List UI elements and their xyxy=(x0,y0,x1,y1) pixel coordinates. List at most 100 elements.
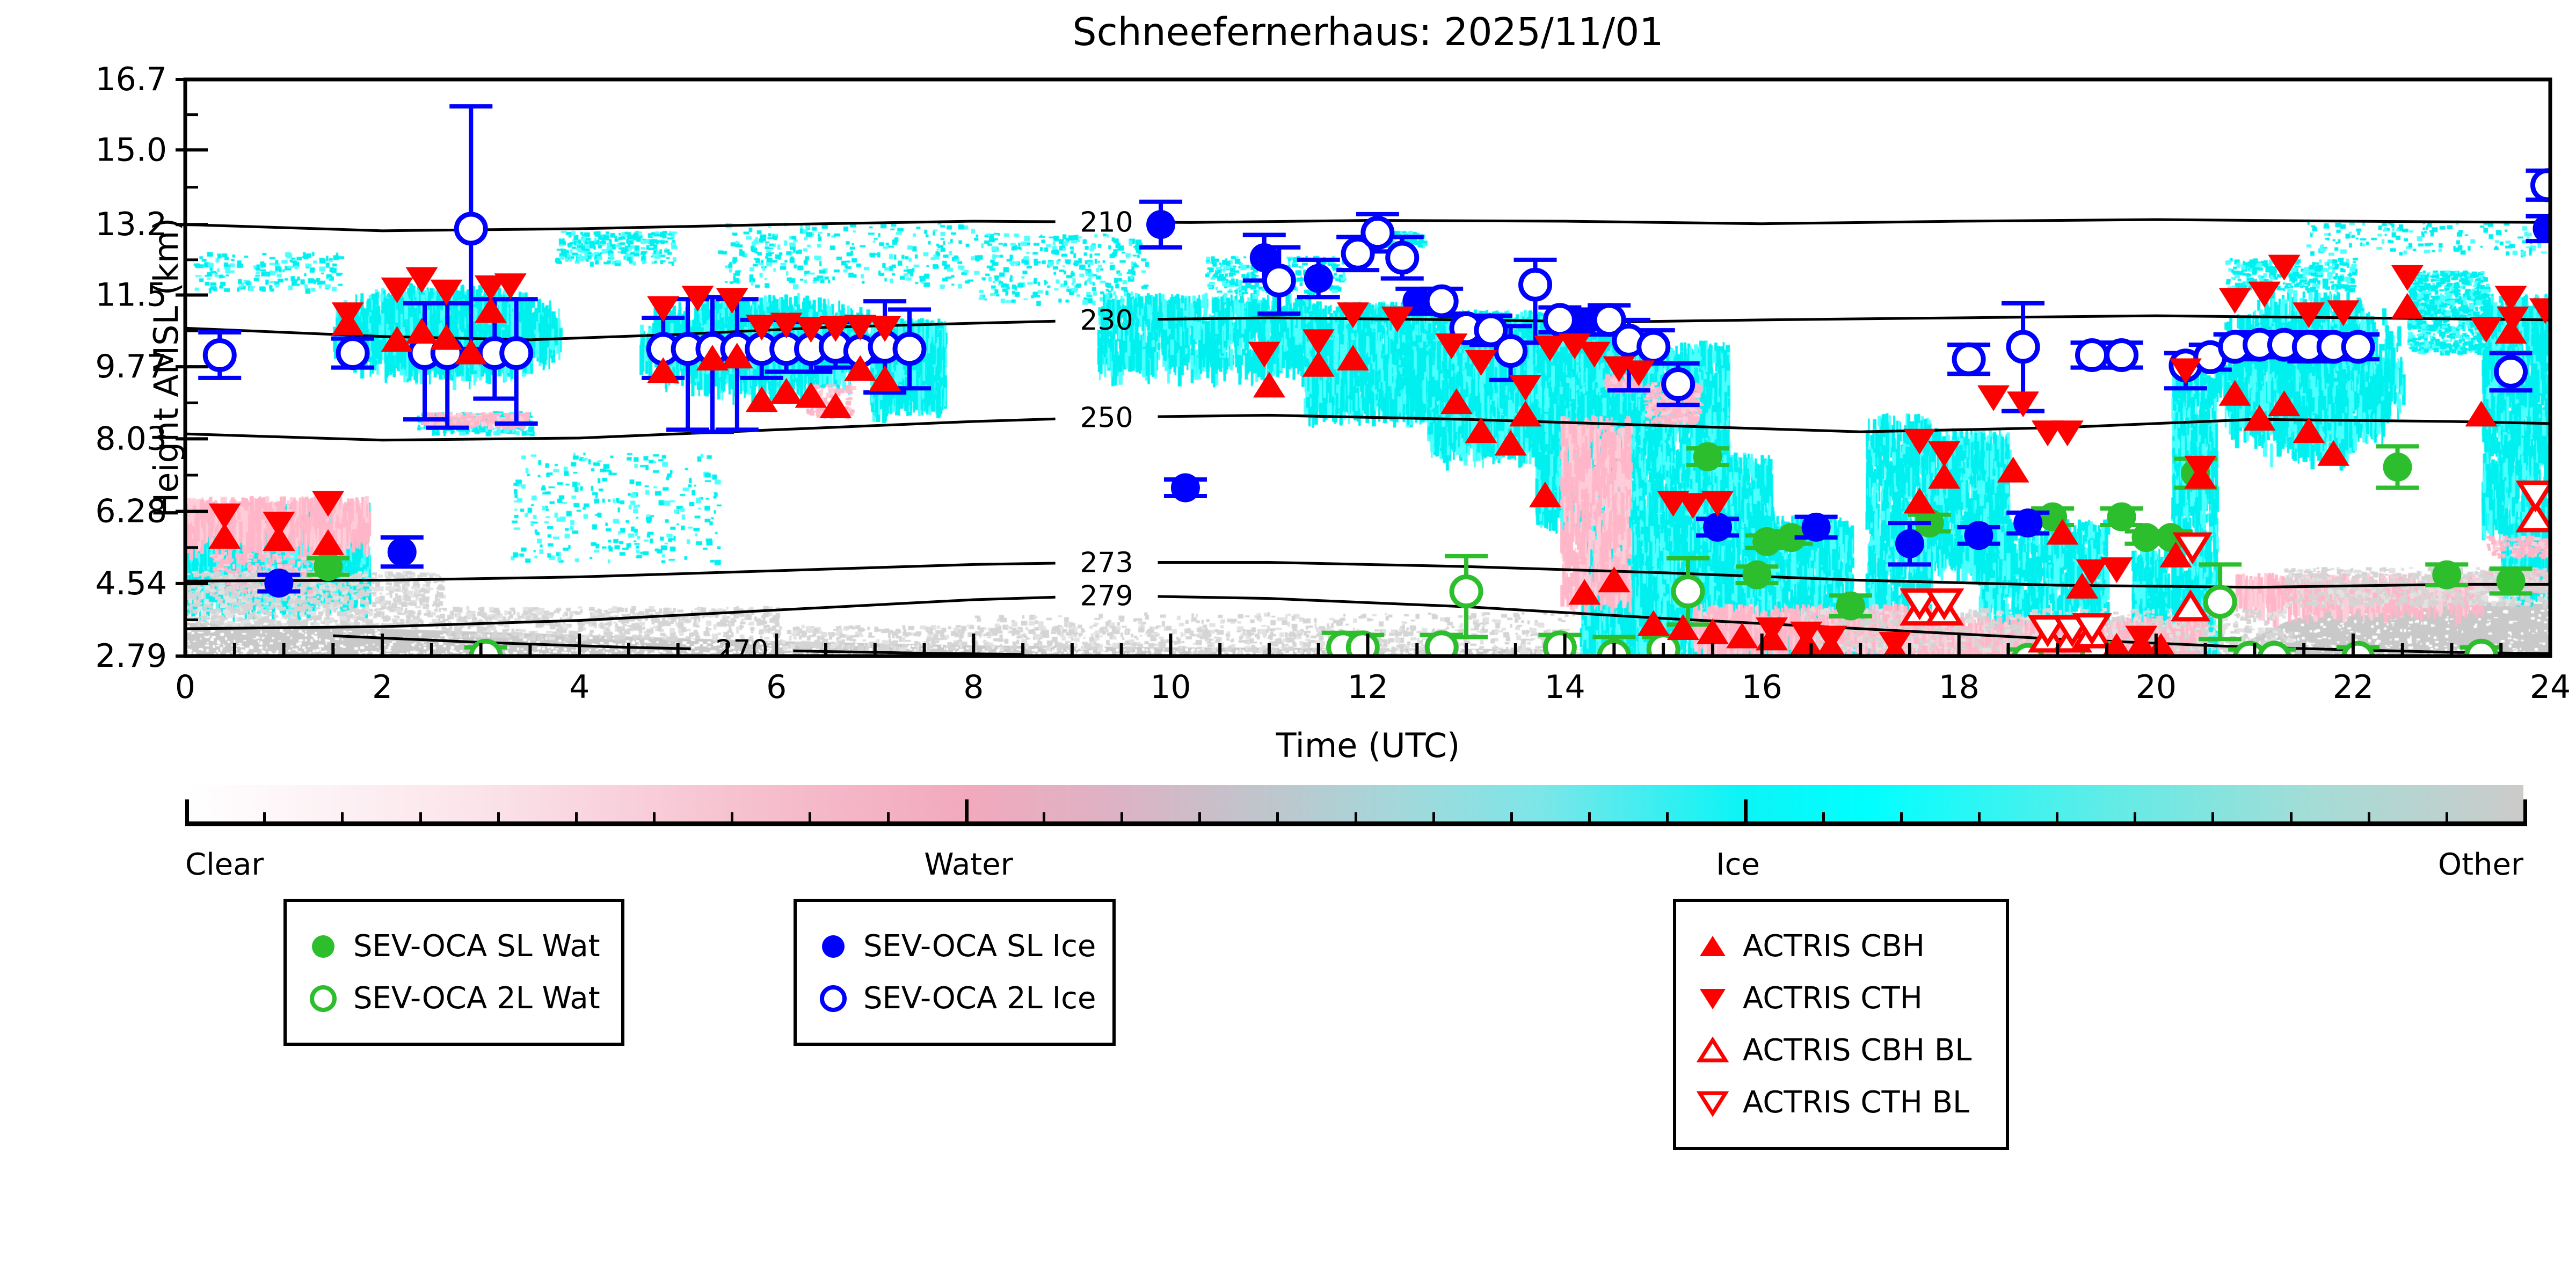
isotherm-label-270: 270 xyxy=(715,634,768,666)
colorbar-tick xyxy=(185,799,189,826)
y-tick-label: 4.54 xyxy=(95,565,167,602)
legend-sevoca-wat: SEV-OCA SL Wat SEV-OCA 2L Wat xyxy=(283,899,624,1046)
colorbar-tick xyxy=(1588,812,1591,826)
x-tick-label: 2 xyxy=(372,668,392,706)
circle-open-icon xyxy=(820,985,847,1012)
colorbar-tick xyxy=(2367,812,2370,826)
isotherm-line-279 xyxy=(185,595,1056,630)
plot-title: Schneefernerhaus: 2025/11/01 xyxy=(1072,10,1664,54)
legend-item-label: ACTRIS CBH xyxy=(1743,929,1925,964)
triangle-up-open-icon xyxy=(1696,1036,1729,1062)
colorbar-tick xyxy=(1510,812,1513,826)
colorbar-tick xyxy=(2134,812,2137,826)
isotherm-line-279 xyxy=(1158,595,2550,655)
isotherm-line-210 xyxy=(185,220,1056,232)
x-tick-label: 24 xyxy=(2530,668,2571,706)
isotherm-label-230: 230 xyxy=(1080,304,1133,337)
legend-item: SEV-OCA 2L Ice xyxy=(816,972,1112,1024)
series-sev-oca-2l-ice xyxy=(198,104,2550,434)
colorbar-tick xyxy=(1822,812,1825,826)
series-actris-cbh xyxy=(208,293,2527,656)
legend-item: ACTRIS CBH BL xyxy=(1695,1024,2006,1076)
x-tick-label: 20 xyxy=(2136,668,2177,706)
series-actris-cth xyxy=(208,254,2550,656)
colorbar-tick xyxy=(1977,812,1981,826)
circle-filled-icon xyxy=(312,935,334,958)
isotherm-line-273 xyxy=(1158,561,2550,589)
isotherm-line-250 xyxy=(1158,413,2550,433)
colorbar-tick xyxy=(731,812,734,826)
colorbar-tick xyxy=(497,812,500,826)
series-actris-cth-bl xyxy=(1900,481,2550,647)
x-tick-label: 18 xyxy=(1939,668,1980,706)
colorbar-tick xyxy=(2523,799,2527,826)
x-tick-label: 22 xyxy=(2333,668,2374,706)
isotherm-label-210: 210 xyxy=(1080,206,1133,238)
colorbar-tick xyxy=(341,812,344,826)
x-tick-label: 14 xyxy=(1544,668,1585,706)
y-tick-label: 15.0 xyxy=(95,131,167,169)
colorbar-tick xyxy=(574,812,578,826)
axes-frame: 0 2 4 6 8 10 12 14 16 18 20 22 2416.715.013.211.59.7… xyxy=(95,61,2571,706)
x-axis-label: Time (UTC) xyxy=(1276,726,1460,765)
isotherm-label-279: 279 xyxy=(1080,580,1133,612)
isotherm-line-230 xyxy=(1158,314,2550,324)
triangle-up-filled-icon xyxy=(1700,935,1726,956)
legend-item-label: SEV-OCA SL Wat xyxy=(353,929,600,964)
x-tick-label: 16 xyxy=(1741,668,1782,706)
colorbar-tick xyxy=(1120,812,1123,826)
colorbar-tick xyxy=(2056,812,2058,826)
isotherm-line-230 xyxy=(185,319,1056,341)
legend-item-label: ACTRIS CTH BL xyxy=(1743,1085,1970,1120)
legend-item: SEV-OCA SL Ice xyxy=(816,920,1112,972)
isotherm-line-270 xyxy=(793,649,1023,656)
isotherm-line-250 xyxy=(185,417,1056,442)
colorbar-tick xyxy=(886,812,890,826)
x-tick-label: 10 xyxy=(1150,668,1191,706)
y-tick-label: 2.79 xyxy=(95,637,167,675)
colorbar-tick xyxy=(1198,812,1202,826)
legend-item-label: ACTRIS CBH BL xyxy=(1743,1033,1972,1068)
triangle-down-filled-icon xyxy=(1700,988,1726,1009)
legend-item-label: SEV-OCA 2L Wat xyxy=(353,981,600,1016)
legend-actris: ACTRIS CBH ACTRIS CTH ACTRIS CBH BL ACTRIS … xyxy=(1673,899,2009,1150)
legend-item: SEV-OCA 2L Wat xyxy=(306,972,621,1024)
isotherm-line-273 xyxy=(185,562,1056,583)
x-tick-label: 4 xyxy=(569,668,590,706)
colorbar-tick xyxy=(1354,812,1357,826)
colorbar-tick xyxy=(419,812,422,826)
y-tick-label: 11.5 xyxy=(95,276,167,314)
x-tick-label: 6 xyxy=(766,668,787,706)
legend-sevoca-ice: SEV-OCA SL Ice SEV-OCA 2L Ice xyxy=(794,899,1116,1046)
legend-item: ACTRIS CTH BL xyxy=(1695,1076,2006,1129)
circle-open-icon xyxy=(310,985,337,1012)
colorbar-tick xyxy=(2211,812,2215,826)
cloud-classification-field xyxy=(185,79,2550,656)
y-tick-label: 9.77 xyxy=(95,348,167,385)
colorbar-tick xyxy=(964,799,969,826)
legend-item: ACTRIS CTH xyxy=(1695,972,2006,1024)
colorbar-tick xyxy=(809,812,812,826)
colorbar-tick xyxy=(1744,799,1748,826)
colorbar-tick xyxy=(1432,812,1435,826)
legend-item: SEV-OCA SL Wat xyxy=(306,920,621,972)
colorbar-tick xyxy=(653,812,656,826)
y-tick-label: 16.7 xyxy=(95,61,167,98)
colorbar-label-other: Other xyxy=(2437,847,2523,882)
colorbar-label-water: Water xyxy=(924,847,1013,882)
colorbar-tick xyxy=(2445,812,2448,826)
isotherm-line-210 xyxy=(1158,218,2550,225)
colorbar-tick xyxy=(1666,812,1669,826)
triangle-down-open-icon xyxy=(1696,1091,1729,1117)
legend-item-label: ACTRIS CTH xyxy=(1743,981,1923,1016)
colorbar-tick xyxy=(1276,812,1279,826)
y-tick-label: 6.28 xyxy=(95,493,167,530)
legend-item-label: SEV-OCA SL Ice xyxy=(863,929,1096,964)
circle-filled-icon xyxy=(822,935,845,958)
isotherm-line-270 xyxy=(333,634,691,650)
isotherm-label-273: 273 xyxy=(1080,547,1133,579)
colorbar-tick xyxy=(2289,812,2293,826)
